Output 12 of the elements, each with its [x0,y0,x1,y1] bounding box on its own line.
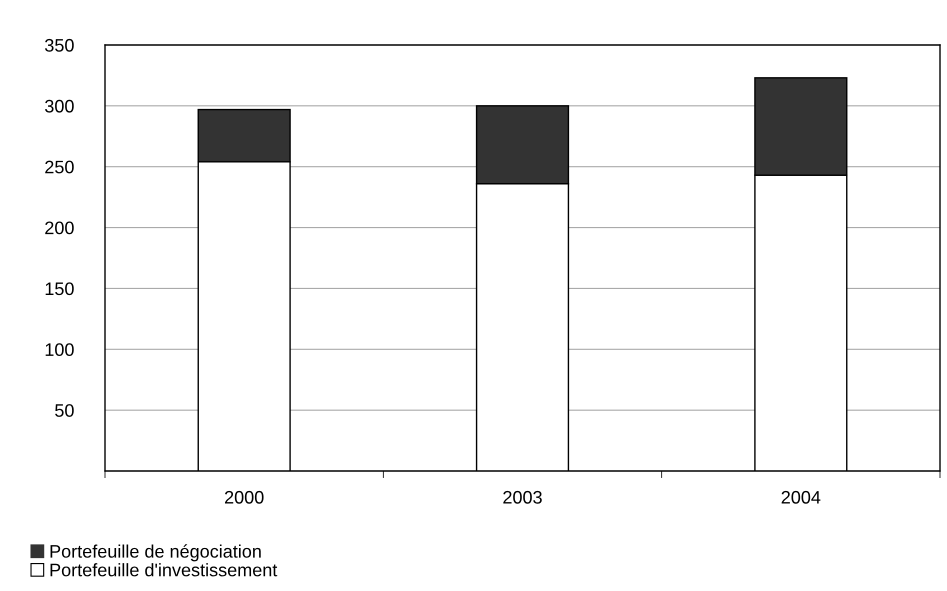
y-tick-label: 100 [46,343,74,356]
y-tick-label: 300 [45,100,74,113]
y-tick-label: 50 [55,404,74,417]
x-tick-label: 2003 [503,490,542,504]
legend-label: Portefeuille d'investissement [50,563,278,576]
legend-label: Portefeuille de négociation [50,544,261,562]
y-tick-label: 350 [45,38,74,52]
x-tick-label: 2004 [782,490,820,504]
y-tick-label: 250 [45,160,74,174]
x-tick-label: 2000 [224,490,264,504]
y-tick-label: 200 [45,222,74,234]
y-tick-label: 150 [46,282,74,296]
